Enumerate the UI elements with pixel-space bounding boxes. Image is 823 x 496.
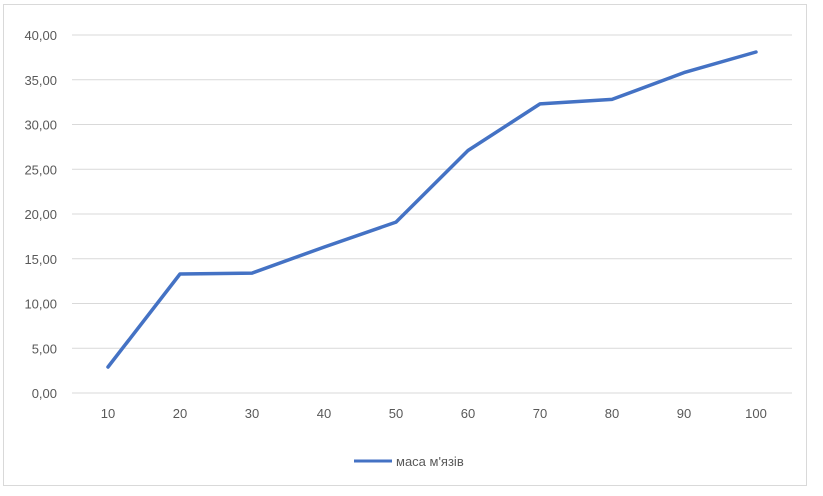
x-tick-label: 20: [173, 406, 187, 421]
y-tick-label: 30,00: [24, 118, 57, 133]
x-tick-label: 60: [461, 406, 475, 421]
x-tick-label: 70: [533, 406, 547, 421]
series-line: [106, 50, 758, 369]
series-layer: [106, 50, 758, 369]
x-tick-label: 50: [389, 406, 403, 421]
x-tick-label: 90: [677, 406, 691, 421]
x-tick-label: 100: [745, 406, 767, 421]
y-tick-label: 40,00: [24, 28, 57, 43]
y-tick-label: 0,00: [32, 386, 57, 401]
legend: маса м'язів: [354, 454, 464, 469]
x-tick-label: 40: [317, 406, 331, 421]
y-axis-tick-labels: 0,00 5,00 10,00 15,00 20,00 25,00 30,00 35,00 40…: [24, 28, 57, 401]
y-tick-label: 10,00: [24, 297, 57, 312]
chart-area: [3, 4, 807, 486]
y-tick-label: 20,00: [24, 207, 57, 222]
x-tick-label: 10: [101, 406, 115, 421]
y-tick-label: 35,00: [24, 73, 57, 88]
gridlines: [72, 34, 792, 349]
y-tick-label: 15,00: [24, 252, 57, 267]
x-axis-tick-labels: 10 20 30 40 50 60 70 80 90 100: [101, 406, 767, 421]
y-tick-label: 25,00: [24, 162, 57, 177]
x-tick-label: 30: [245, 406, 259, 421]
legend-label: маса м'язів: [396, 454, 464, 469]
x-tick-label: 80: [605, 406, 619, 421]
y-tick-label: 5,00: [32, 341, 57, 356]
